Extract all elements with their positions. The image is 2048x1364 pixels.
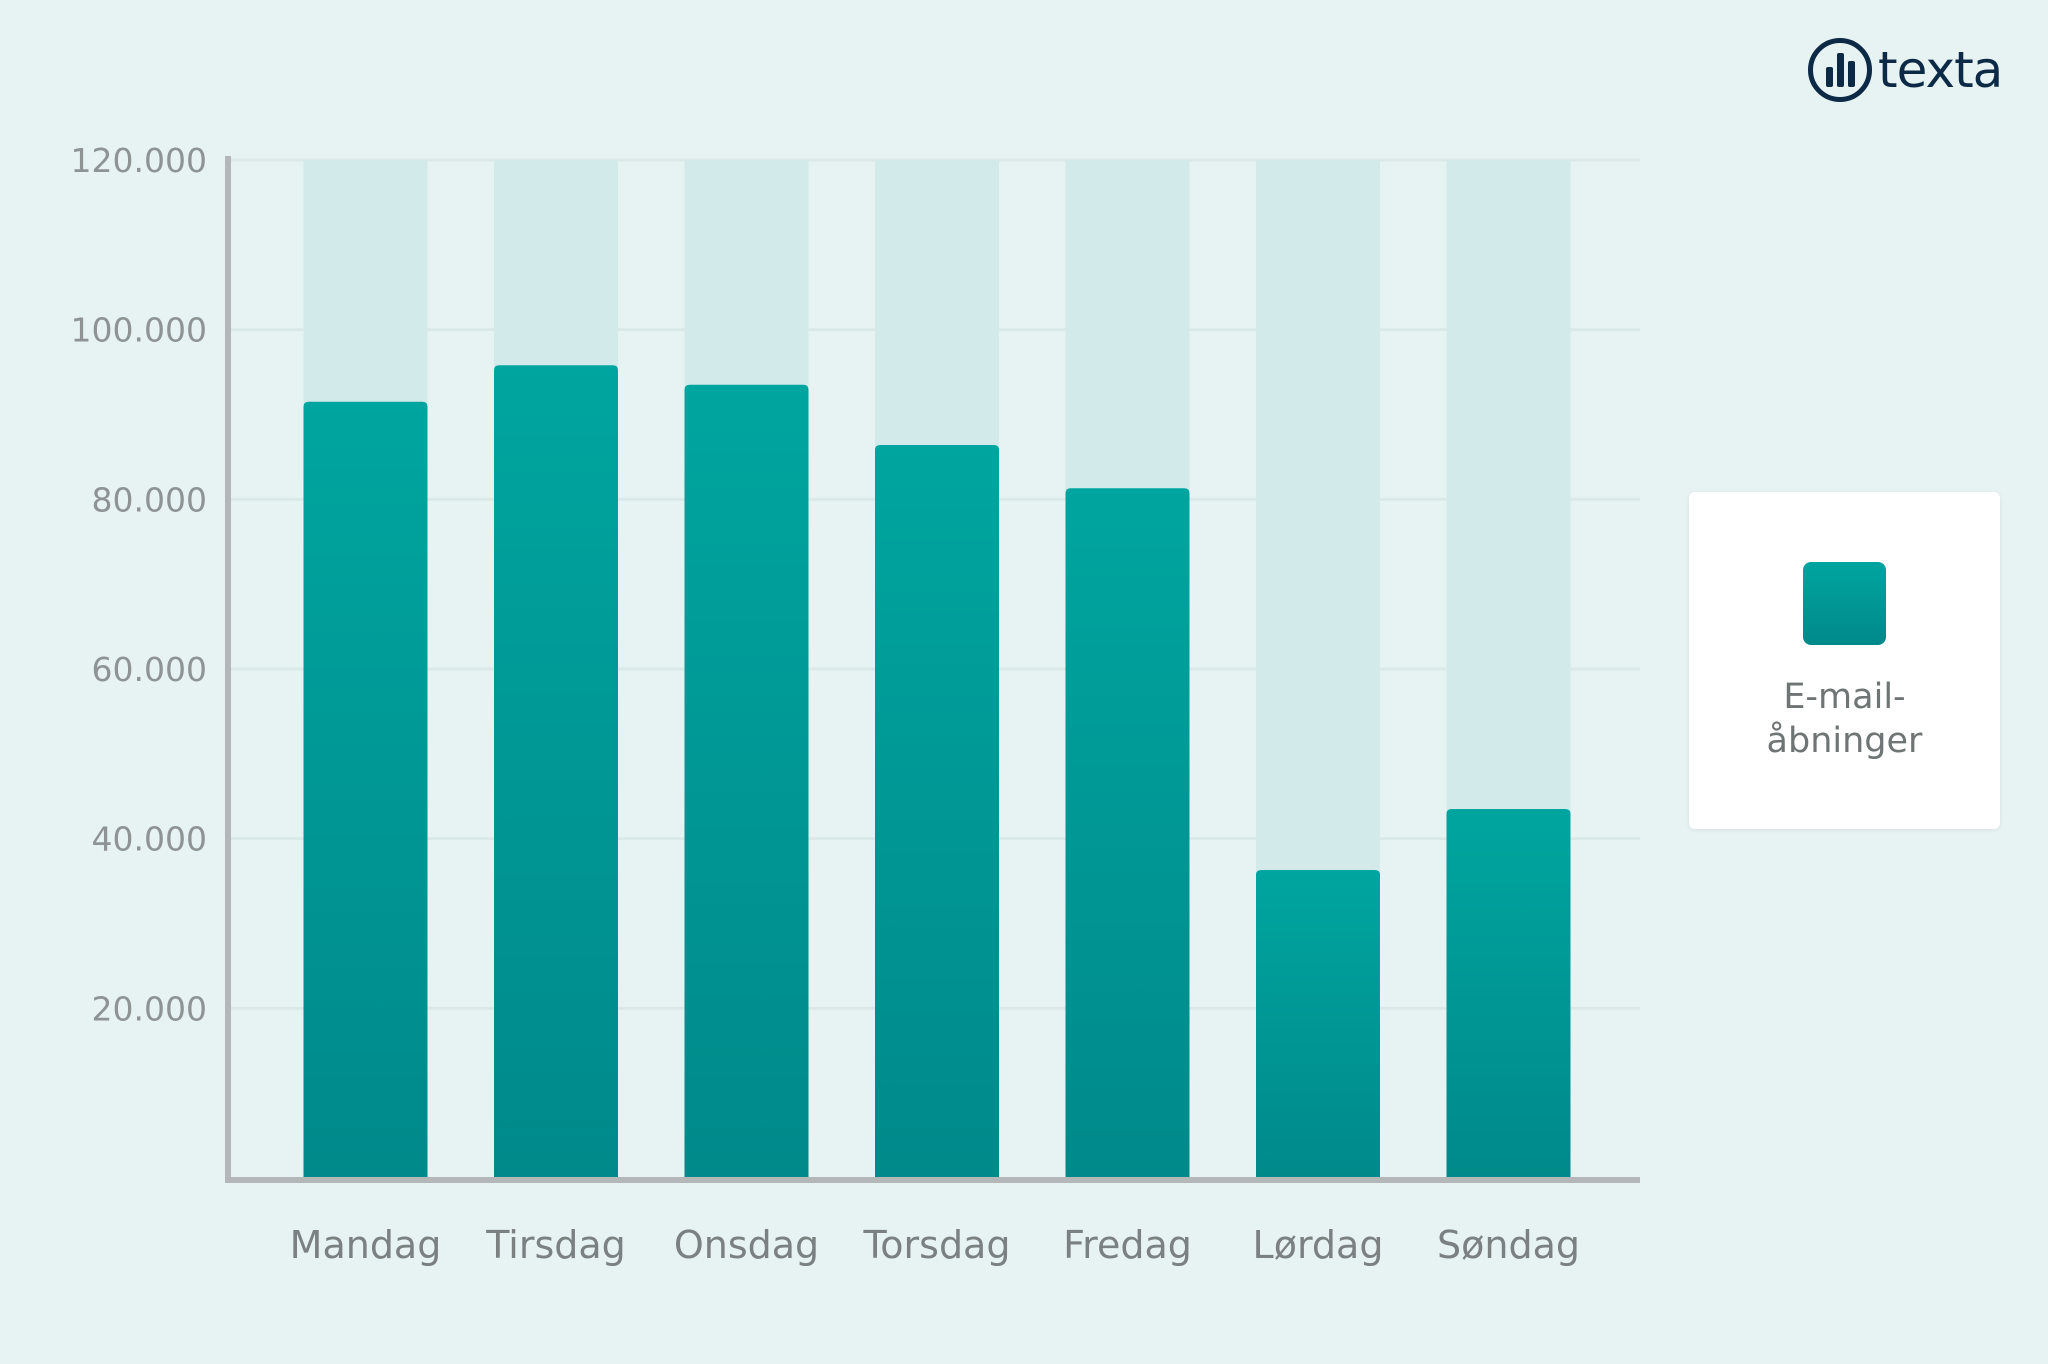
- x-tick-label: Søndag: [1437, 1223, 1580, 1267]
- bar-søndag: [1446, 808, 1571, 1178]
- bar-lørdag: [1256, 870, 1380, 1178]
- bar-onsdag: [684, 384, 809, 1178]
- x-tick-label: Lørdag: [1253, 1223, 1384, 1267]
- texta-logo: texta: [1808, 38, 2003, 102]
- bar-tirsdag: [494, 365, 618, 1179]
- legend-swatch: [1803, 562, 1886, 645]
- axes: [225, 156, 1640, 1183]
- x-tick-labels: Mandag Tirsdag Onsdag Torsdag Fredag Lørdag Sø…: [290, 1223, 1580, 1267]
- y-tick-label: 120.000: [71, 141, 207, 180]
- bar-fredag: [1065, 488, 1190, 1178]
- y-tick-labels: 20.000 40.000 60.000 80.000 100.000 120.000: [71, 141, 207, 1028]
- bars: [303, 365, 1571, 1179]
- bar-torsdag: [875, 445, 999, 1178]
- y-tick-label: 100.000: [71, 311, 207, 350]
- bar-mandag: [303, 401, 428, 1178]
- x-tick-label: Torsdag: [863, 1223, 1011, 1267]
- y-tick-label: 20.000: [92, 989, 207, 1028]
- y-tick-label: 80.000: [92, 480, 207, 519]
- logo-text: texta: [1878, 41, 2003, 99]
- legend-label: E-mail-åbninger: [1766, 677, 1923, 761]
- x-tick-label: Fredag: [1063, 1223, 1192, 1267]
- x-tick-label: Onsdag: [674, 1223, 819, 1267]
- x-tick-label: Mandag: [290, 1223, 442, 1267]
- chart-legend: E-mail-åbninger: [1689, 492, 2000, 829]
- texta-logo-icon: [1808, 38, 1872, 102]
- y-tick-label: 40.000: [92, 820, 207, 859]
- x-tick-label: Tirsdag: [485, 1223, 626, 1267]
- y-tick-label: 60.000: [92, 650, 207, 689]
